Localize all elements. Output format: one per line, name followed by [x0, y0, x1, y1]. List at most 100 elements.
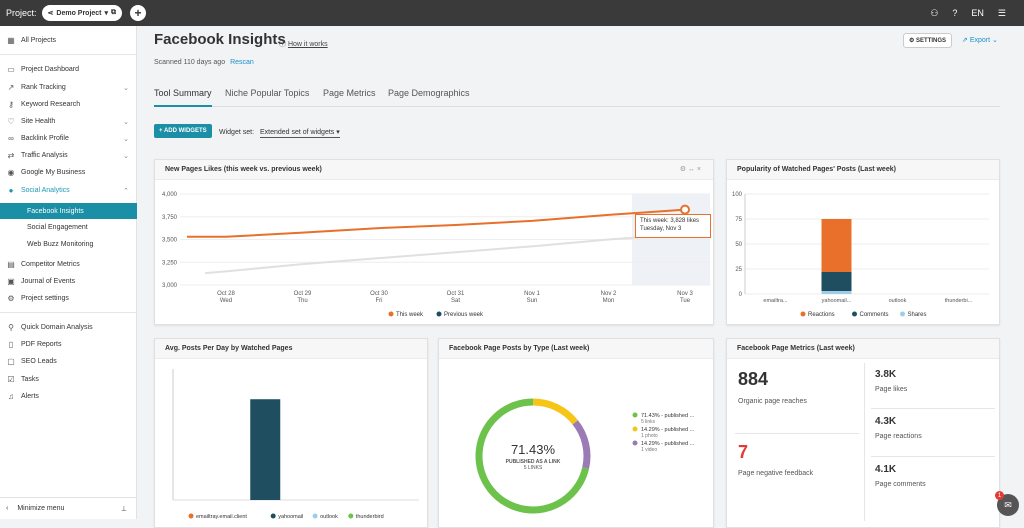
- chevron-left-icon: ‹: [6, 505, 9, 512]
- sidebar-item-site-health[interactable]: ♡ Site Health ⌄: [7, 117, 129, 126]
- legend-label: thunderbird: [356, 514, 384, 520]
- y-tick-label: 25: [735, 267, 742, 273]
- organic-reach-label: Organic page reaches: [738, 398, 807, 405]
- legend-marker: [800, 311, 806, 317]
- likes-line-chart: 4,000 3,750 3,500 3,250 3,000 Oct 28 Wed Oct 29…: [162, 192, 710, 318]
- close-icon[interactable]: ×: [696, 166, 701, 173]
- x-tick-label-line: Nov 1: [524, 291, 540, 297]
- tab-niche-popular-topics[interactable]: Niche Popular Topics: [225, 88, 310, 98]
- chevron-down-icon: ⌄: [990, 37, 998, 44]
- widget-title: Popularity of Watched Pages' Posts (Last…: [727, 160, 999, 180]
- x-tick-label: Oct 29 Thu: [294, 291, 312, 304]
- x-tick-label: thunderbi...: [945, 298, 973, 304]
- notification-badge: 1: [995, 491, 1004, 500]
- minimize-menu-button[interactable]: ‹ Minimize menu ⊥: [0, 497, 137, 519]
- legend-label: yahoomail: [278, 514, 303, 520]
- legend-label: This week: [396, 312, 424, 318]
- external-link-icon[interactable]: ⧉: [111, 9, 117, 16]
- move-icon[interactable]: ↔: [687, 166, 695, 173]
- organic-reach-value: 884: [738, 369, 769, 389]
- widget-title: Avg. Posts Per Day by Watched Pages: [155, 339, 427, 359]
- sidebar-item-quick-domain-analysis[interactable]: ⚲ Quick Domain Analysis: [0, 320, 137, 335]
- bar-segment: [821, 272, 852, 291]
- x-tick-label: outlook: [889, 298, 907, 304]
- gear-icon[interactable]: ⚙: [679, 166, 686, 173]
- page-reactions-label: Page reactions: [875, 433, 922, 440]
- legend-marker: [632, 426, 638, 432]
- x-tick-label-line: Nov 2: [601, 291, 617, 297]
- legend-marker: [388, 311, 394, 317]
- divider: [871, 456, 995, 457]
- legend-marker: [312, 513, 318, 519]
- sidebar-item-alerts[interactable]: ♫ Alerts: [8, 392, 39, 401]
- sidebar-item-google-my-business[interactable]: ◉ Google My Business: [7, 168, 86, 177]
- project-label: Project:: [6, 8, 37, 18]
- sidebar-item-competitor-metrics[interactable]: ▤ Competitor Metrics: [7, 260, 80, 269]
- add-widgets-button[interactable]: + ADD WIDGETS: [154, 124, 212, 138]
- key-icon: ⚷: [8, 100, 14, 109]
- divider: [871, 408, 995, 409]
- sidebar-item-journal-of-events[interactable]: ▣ Journal of Events: [7, 277, 76, 286]
- widget-set-selector[interactable]: Widget set: Extended set of widgets ▾: [219, 129, 340, 138]
- sidebar-item-project-dashboard[interactable]: ▭ Project Dashboard: [7, 65, 79, 74]
- language-selector[interactable]: EN: [971, 8, 984, 18]
- gear-icon: ⚙: [7, 294, 15, 303]
- tab-bar: Tool Summary Niche Popular Topics Page M…: [154, 86, 1000, 107]
- sidebar-item-rank-tracking[interactable]: ↗ Rank Tracking ⌄: [7, 83, 129, 92]
- x-tick-label-line: Oct 29: [294, 291, 312, 297]
- dashboard-icon: ▭: [7, 65, 15, 74]
- sidebar-item-social-analytics[interactable]: ● Social Analytics ⌃: [0, 183, 137, 198]
- sidebar-item-facebook-insights[interactable]: Facebook Insights: [0, 203, 137, 219]
- center-label: PUBLISHED AS A LINK: [506, 459, 561, 465]
- how-it-works-link[interactable]: ⓘ How it works: [279, 41, 328, 48]
- legend-marker: [852, 311, 857, 317]
- legend-marker: [632, 412, 638, 418]
- sidebar-item-social-engagement[interactable]: Social Engagement: [27, 224, 88, 231]
- chevron-down-icon: ⌄: [123, 84, 129, 92]
- project-selector[interactable]: ⋖ Demo Project ▾ ⧉: [41, 5, 123, 21]
- page-comments-label: Page comments: [875, 481, 926, 488]
- traffic-icon: ⇄: [7, 151, 15, 160]
- sidebar-item-web-buzz-monitoring[interactable]: Web Buzz Monitoring: [27, 241, 94, 248]
- widget-set-value[interactable]: Extended set of widgets ▾: [259, 129, 340, 138]
- sidebar-item-traffic-analysis[interactable]: ⇄ Traffic Analysis ⌄: [7, 151, 129, 160]
- avg-posts-bar-chart: emailtray.email.client yahoomail outlook th…: [172, 369, 419, 520]
- competitor-icon: ▤: [7, 260, 15, 269]
- export-dropdown[interactable]: ⇗ Export ⌄: [962, 37, 998, 44]
- tab-page-demographics[interactable]: Page Demographics: [388, 88, 470, 98]
- tab-tool-summary[interactable]: Tool Summary: [154, 88, 212, 107]
- page-likes-label: Page likes: [875, 386, 908, 393]
- help-icon[interactable]: ?: [952, 8, 958, 18]
- y-tick-label: 0: [739, 292, 743, 298]
- widget-title: Facebook Page Metrics (Last week): [727, 339, 999, 359]
- users-icon[interactable]: ⚇: [930, 7, 939, 18]
- sidebar-item-backlink-profile[interactable]: ∞ Backlink Profile ⌄: [0, 131, 137, 146]
- sidebar-item-all-projects[interactable]: ▦ All Projects: [7, 36, 57, 45]
- sidebar-item-seo-leads[interactable]: ▢ SEO Leads: [7, 357, 57, 366]
- chat-button[interactable]: ✉: [997, 494, 1019, 516]
- y-tick-label: 3,000: [162, 283, 178, 289]
- rescan-link[interactable]: Rescan: [230, 59, 254, 66]
- sidebar-item-pdf-reports[interactable]: ▯ PDF Reports: [0, 337, 137, 352]
- widget-title: Facebook Page Posts by Type (Last week): [439, 339, 713, 359]
- settings-button[interactable]: ⚙ SETTINGS: [903, 33, 953, 48]
- negative-feedback-label: Page negative feedback: [738, 470, 814, 477]
- add-project-button[interactable]: +: [130, 5, 147, 21]
- grid-icon: ▦: [7, 36, 15, 45]
- x-tick-label: Oct 30 Fri: [370, 291, 388, 304]
- x-tick-label-line: Nov 3: [677, 291, 693, 297]
- divider: [0, 312, 137, 313]
- tab-page-metrics[interactable]: Page Metrics: [323, 88, 376, 98]
- data-point: [680, 204, 690, 215]
- x-tick-label: Nov 2 Mon: [601, 291, 617, 304]
- menu-icon[interactable]: ☰: [997, 7, 1006, 18]
- pin-icon[interactable]: ⊥: [120, 505, 127, 513]
- sidebar-item-tasks[interactable]: ☑ Tasks: [7, 375, 39, 384]
- x-tick-label: Oct 31 Sat: [447, 291, 465, 304]
- sidebar-item-project-settings[interactable]: ⚙ Project settings: [7, 294, 69, 303]
- x-tick-label-line: Wed: [220, 298, 232, 304]
- sidebar-item-keyword-research[interactable]: ⚷ Keyword Research: [0, 97, 137, 112]
- legend-label: 14.29% - published ...: [641, 441, 695, 447]
- gear-icon: ⚙: [909, 38, 917, 44]
- y-tick-label: 100: [732, 192, 743, 198]
